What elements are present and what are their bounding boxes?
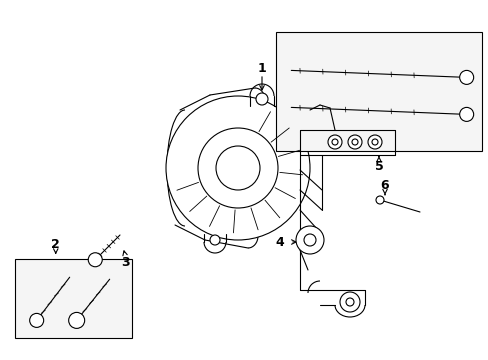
Circle shape xyxy=(339,292,359,312)
Text: 3: 3 xyxy=(121,256,129,270)
Circle shape xyxy=(304,234,315,246)
Text: 5: 5 xyxy=(374,160,383,173)
Circle shape xyxy=(371,139,377,145)
Circle shape xyxy=(347,135,361,149)
Circle shape xyxy=(367,135,381,149)
Circle shape xyxy=(165,96,309,240)
Text: 6: 6 xyxy=(380,179,388,192)
Circle shape xyxy=(459,107,473,121)
Circle shape xyxy=(459,71,473,84)
Text: 2: 2 xyxy=(51,238,60,251)
Circle shape xyxy=(351,139,357,145)
Circle shape xyxy=(209,235,220,245)
Circle shape xyxy=(346,298,353,306)
Circle shape xyxy=(327,135,341,149)
Circle shape xyxy=(88,253,102,267)
Circle shape xyxy=(256,93,267,105)
Circle shape xyxy=(375,196,383,204)
Circle shape xyxy=(198,128,278,208)
Circle shape xyxy=(216,146,260,190)
Circle shape xyxy=(295,226,324,254)
Circle shape xyxy=(30,314,43,327)
Bar xyxy=(15,259,132,338)
Text: 4: 4 xyxy=(275,235,284,248)
Text: 1: 1 xyxy=(257,62,266,75)
Circle shape xyxy=(331,139,337,145)
Bar xyxy=(276,32,481,151)
Circle shape xyxy=(68,312,84,328)
